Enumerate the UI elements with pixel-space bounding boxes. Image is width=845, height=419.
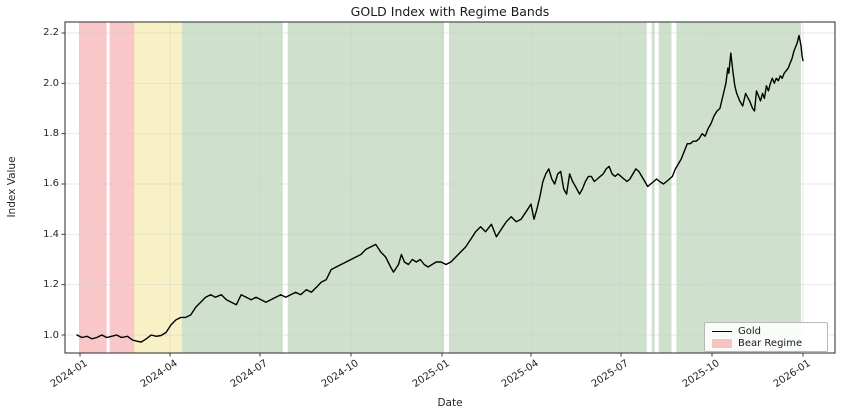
y-axis-label: Index Value xyxy=(6,156,18,218)
regime-band-bear xyxy=(79,22,107,353)
bear-regime-swatch xyxy=(712,338,732,348)
gold-series-line xyxy=(76,34,804,343)
regime-band-bull xyxy=(181,22,283,353)
regime-band-bull xyxy=(448,22,647,353)
x-axis-label: Date xyxy=(437,397,463,409)
y-tick-label: 2.0 xyxy=(43,77,59,89)
chart-title: GOLD Index with Regime Bands xyxy=(350,4,550,19)
legend-item-bear-regime: Bear Regime xyxy=(712,338,821,350)
regime-band-bull xyxy=(658,22,672,353)
regime-band-bull xyxy=(676,22,802,353)
regime-band-bull xyxy=(651,22,655,353)
axes-spines xyxy=(64,21,836,354)
regime-band-bear xyxy=(109,22,135,353)
gold-line-swatch xyxy=(712,331,732,333)
y-tick-label: 1.2 xyxy=(43,279,59,291)
legend: Gold Bear Regime xyxy=(704,322,828,352)
regime-band-neutral xyxy=(134,22,182,353)
legend-label-bear-regime: Bear Regime xyxy=(738,337,803,349)
y-tick-label: 2.2 xyxy=(43,27,59,39)
legend-label-gold: Gold xyxy=(738,326,761,338)
y-tick-label: 1.6 xyxy=(43,178,59,190)
y-tick-label: 1.0 xyxy=(43,329,59,341)
y-tick-label: 1.4 xyxy=(43,228,59,240)
legend-item-gold: Gold xyxy=(712,326,821,338)
y-tick-label: 1.8 xyxy=(43,128,59,140)
regime-band-bull xyxy=(287,22,444,353)
